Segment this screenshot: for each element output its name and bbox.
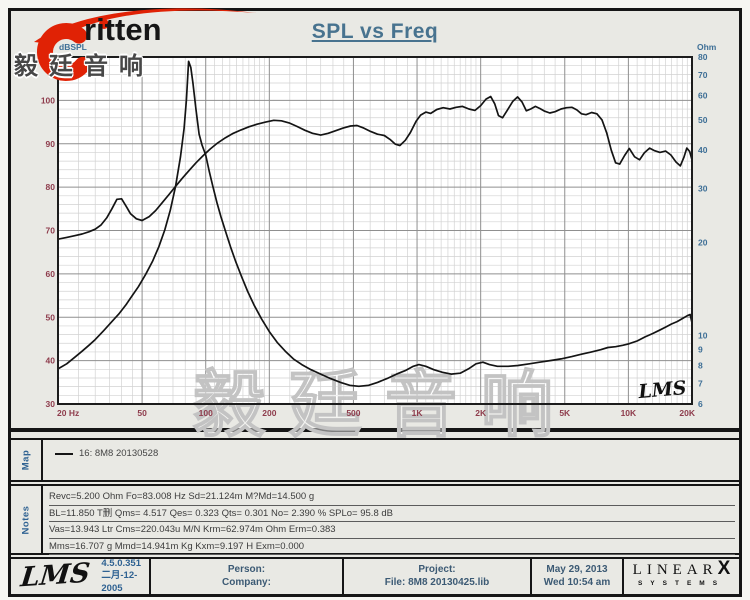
map-label: Map xyxy=(20,449,32,471)
project-label: Project: xyxy=(418,564,456,575)
notes-content: Revc=5.200 Ohm Fo=83.008 Hz Sd=21.124m M… xyxy=(43,486,739,555)
time-label: Wed 10:54 am xyxy=(543,576,611,588)
notes-line-2: BL=11.850 T删 Qms= 4.517 Qes= 0.323 Qts= … xyxy=(49,506,735,522)
linearx-logo: LINEARX xyxy=(632,558,731,579)
notes-line-1: Revc=5.200 Ohm Fo=83.008 Hz Sd=21.124m M… xyxy=(49,489,735,506)
footer-person-cell: Person: Company: xyxy=(151,559,344,594)
report-frame: SPL vs Freq Map 16: 8M8 20130528 Notes R… xyxy=(8,8,742,597)
lms-version-date: 二月-12-2005 xyxy=(101,570,138,594)
footer-bar: LMS 4.5.0.351 二月-12-2005 Person: Company… xyxy=(11,557,739,594)
legend-label: 16: 8M8 20130528 xyxy=(79,448,159,459)
person-label: Person: xyxy=(227,564,266,575)
footer-lms-cell: LMS 4.5.0.351 二月-12-2005 xyxy=(11,557,151,596)
page-title: SPL vs Freq xyxy=(311,20,439,43)
lms-logo: LMS xyxy=(19,557,92,594)
notes-label-column: Notes xyxy=(11,486,43,553)
legend-line-swatch xyxy=(55,452,73,455)
company-label: Company: xyxy=(222,576,271,588)
footer-linearx-cell: LINEARX SYSTEMS xyxy=(624,559,739,594)
notes-line-4: Mms=16.707 g Mmd=14.941m Kg Kxm=9.197 H … xyxy=(49,539,735,555)
map-label-column: Map xyxy=(11,440,43,480)
date-label: May 29, 2013 xyxy=(546,564,608,575)
linearx-systems-label: SYSTEMS xyxy=(637,579,726,587)
legend-row: 16: 8M8 20130528 xyxy=(55,448,158,459)
lms-version: 4.5.0.351 xyxy=(101,557,141,569)
notes-label: Notes xyxy=(20,505,32,534)
lms-version-block: 4.5.0.351 二月-12-2005 xyxy=(101,558,149,596)
map-content: 16: 8M8 20130528 xyxy=(43,440,739,480)
footer-project-cell: Project: File: 8M8 20130425.lib xyxy=(344,559,532,594)
file-label: File: 8M8 20130425.lib xyxy=(384,576,490,588)
footer-date-cell: May 29, 2013 Wed 10:54 am xyxy=(532,559,624,594)
notes-panel: Notes Revc=5.200 Ohm Fo=83.008 Hz Sd=21.… xyxy=(11,484,739,555)
notes-line-3: Vas=13.943 Ltr Cms=220.043u M/N Krm=62.9… xyxy=(49,522,735,539)
brand-cjk-text: 毅廷音响 xyxy=(14,53,154,80)
map-panel: Map 16: 8M8 20130528 xyxy=(11,438,739,482)
